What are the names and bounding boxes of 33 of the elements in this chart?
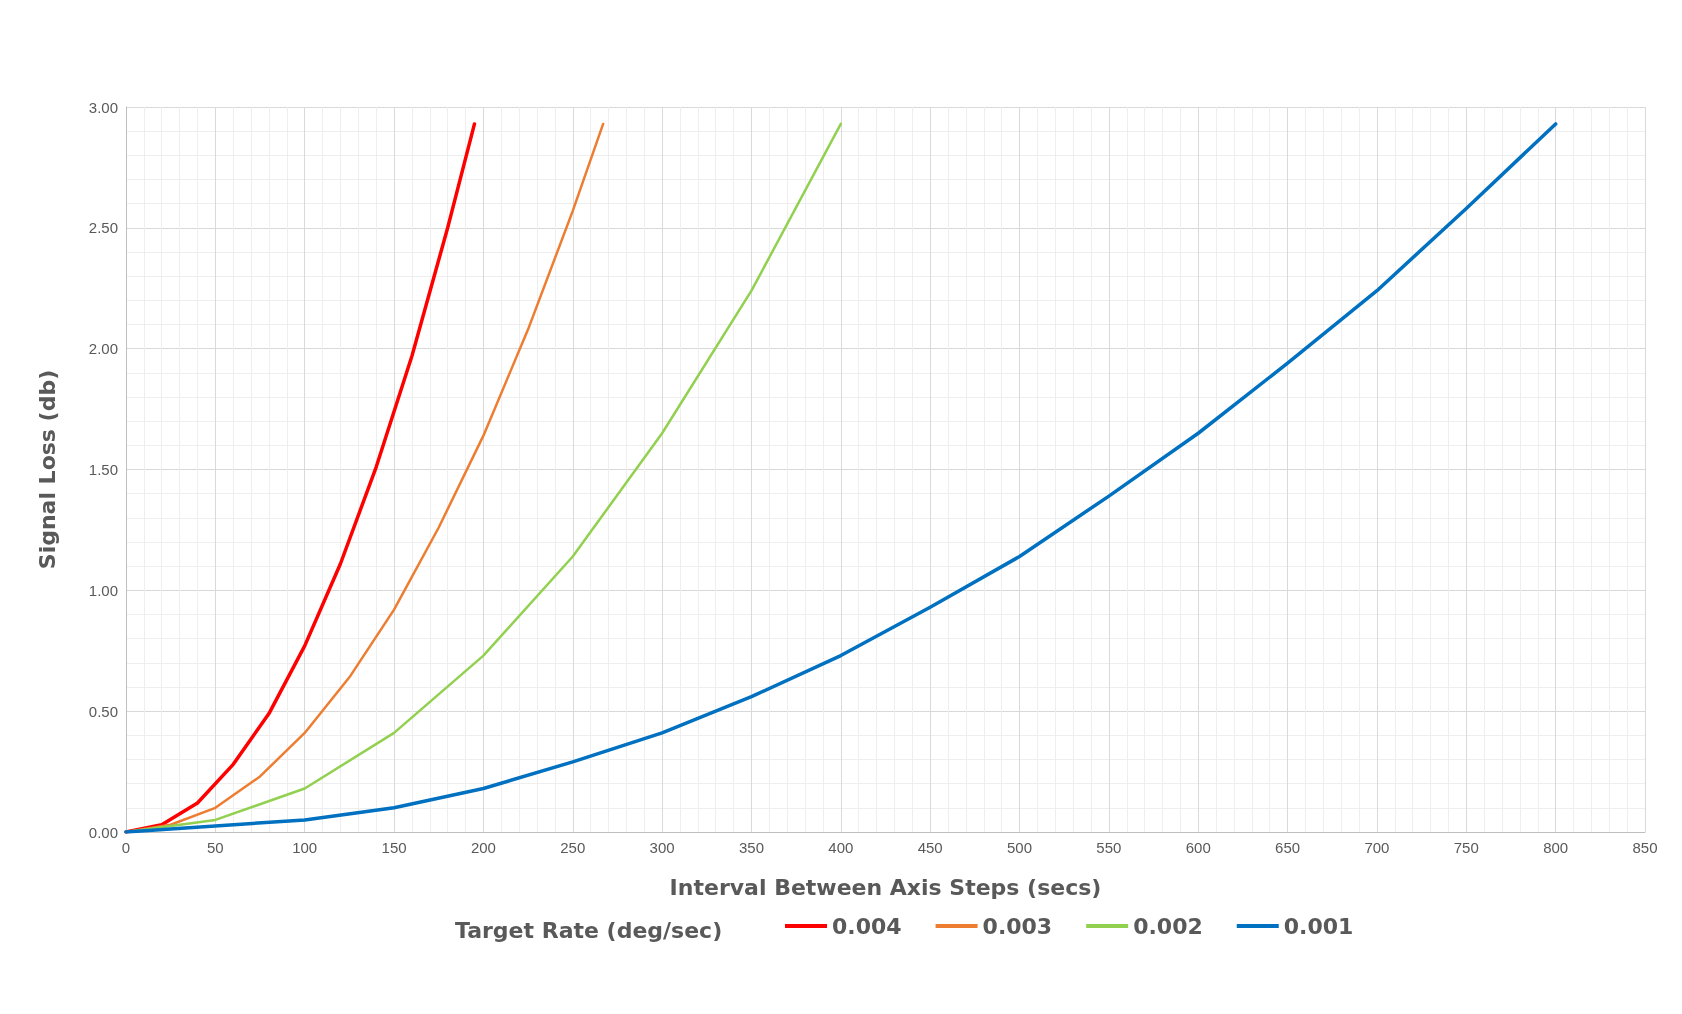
x-tick-label: 350 bbox=[738, 839, 764, 856]
x-tick-label: 850 bbox=[1632, 839, 1658, 856]
x-tick-label: 50 bbox=[207, 839, 224, 856]
x-tick-label: 150 bbox=[381, 839, 407, 856]
x-tick-label: 600 bbox=[1185, 839, 1211, 856]
y-tick-label: 2.50 bbox=[88, 219, 118, 237]
legend-label: 0.003 bbox=[982, 913, 1053, 939]
legend-label: 0.004 bbox=[832, 913, 902, 939]
x-tick-label: 450 bbox=[917, 839, 943, 856]
y-tick-label: 1.50 bbox=[88, 461, 118, 478]
y-axis-title: Signal Loss (db) bbox=[34, 369, 60, 570]
y-tick-label: 0.00 bbox=[88, 823, 118, 841]
x-tick-label: 200 bbox=[470, 839, 496, 856]
x-tick-label: 800 bbox=[1543, 839, 1569, 856]
y-tick-label: 2.00 bbox=[88, 340, 118, 358]
x-tick-label: 550 bbox=[1096, 839, 1122, 856]
x-tick-label: 750 bbox=[1453, 839, 1479, 856]
legend-label: 0.002 bbox=[1133, 913, 1203, 939]
x-tick-label: 300 bbox=[649, 839, 675, 856]
y-tick-label: 3.00 bbox=[88, 98, 118, 116]
line-series bbox=[124, 122, 1558, 834]
x-tick-label: 500 bbox=[1007, 839, 1033, 856]
x-axis-title: Interval Between Axis Steps (secs) bbox=[669, 874, 1102, 900]
x-tick-label: 400 bbox=[828, 839, 854, 856]
legend-title: Target Rate (deg/sec) bbox=[455, 917, 723, 943]
legend-label: 0.001 bbox=[1283, 913, 1354, 939]
x-tick-label: 0 bbox=[121, 839, 131, 856]
x-tick-label: 650 bbox=[1275, 839, 1301, 856]
y-tick-label: 1.00 bbox=[88, 581, 118, 599]
x-tick-label: 100 bbox=[292, 839, 318, 856]
x-tick-label: 700 bbox=[1364, 839, 1390, 856]
x-tick-label: 250 bbox=[560, 839, 586, 856]
y-tick-label: 0.50 bbox=[88, 702, 118, 720]
